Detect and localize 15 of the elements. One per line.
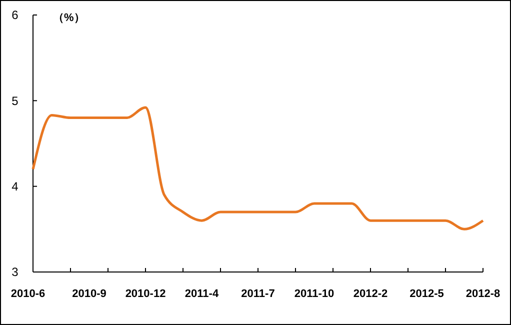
- x-tick-label: 2012-2: [353, 288, 388, 300]
- line-series: [32, 106, 484, 230]
- x-tick-label: 2011-10: [294, 288, 334, 300]
- x-tick-label: 2010-6: [10, 288, 46, 300]
- y-tick-label: 5: [12, 94, 19, 108]
- x-tick-label: 2011-7: [241, 288, 275, 300]
- y-tick-label: 3: [12, 265, 19, 280]
- x-tick-label: 2011-4: [184, 288, 220, 300]
- y-tick-label: 6: [12, 8, 19, 22]
- x-tick-label: 2010-12: [125, 288, 166, 300]
- x-tick-label: 2010-9: [72, 288, 106, 300]
- x-tick-label: 2012-5: [410, 288, 444, 300]
- y-tick-label: 4: [12, 180, 19, 194]
- y-axis-title: （%）: [53, 12, 85, 24]
- x-tick-label: 2012-8: [466, 288, 500, 300]
